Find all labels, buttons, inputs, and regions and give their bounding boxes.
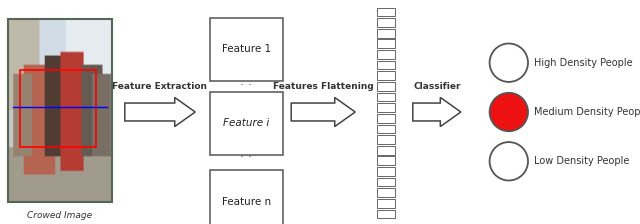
Text: Features Flattening: Features Flattening bbox=[273, 82, 374, 91]
Bar bbox=[377, 8, 395, 16]
Bar bbox=[377, 71, 395, 80]
Bar bbox=[377, 125, 395, 133]
Bar bbox=[377, 29, 395, 37]
Bar bbox=[377, 93, 395, 101]
Bar bbox=[210, 170, 284, 224]
Bar bbox=[377, 61, 395, 69]
Bar bbox=[377, 167, 395, 176]
Bar bbox=[210, 92, 284, 155]
Bar bbox=[377, 18, 395, 27]
Polygon shape bbox=[413, 97, 461, 127]
Bar bbox=[377, 82, 395, 91]
Bar bbox=[377, 114, 395, 123]
Ellipse shape bbox=[490, 43, 528, 82]
Bar bbox=[377, 146, 395, 155]
Bar bbox=[377, 199, 395, 208]
Text: High Density People: High Density People bbox=[534, 58, 633, 68]
Text: . .: . . bbox=[241, 147, 252, 160]
Bar bbox=[377, 50, 395, 59]
Bar bbox=[377, 157, 395, 165]
Text: Classifier: Classifier bbox=[413, 82, 461, 91]
Text: Medium Density People: Medium Density People bbox=[534, 107, 640, 117]
Bar bbox=[377, 135, 395, 144]
Bar bbox=[377, 103, 395, 112]
Text: Feature n: Feature n bbox=[222, 197, 271, 207]
Text: Feature i: Feature i bbox=[223, 118, 269, 128]
Text: . .: . . bbox=[241, 75, 252, 88]
Bar bbox=[8, 19, 112, 202]
Bar bbox=[377, 178, 395, 186]
Ellipse shape bbox=[490, 93, 528, 131]
Text: Feature 1: Feature 1 bbox=[222, 44, 271, 54]
Bar bbox=[210, 18, 284, 81]
Polygon shape bbox=[125, 97, 195, 127]
Text: Crowed Image: Crowed Image bbox=[28, 211, 92, 220]
Ellipse shape bbox=[490, 142, 528, 181]
Bar bbox=[377, 188, 395, 197]
Polygon shape bbox=[291, 97, 355, 127]
Bar bbox=[377, 39, 395, 48]
Text: Low Density People: Low Density People bbox=[534, 156, 630, 166]
Bar bbox=[377, 210, 395, 218]
Text: Feature Extraction: Feature Extraction bbox=[113, 82, 207, 91]
Bar bbox=[20, 70, 97, 147]
